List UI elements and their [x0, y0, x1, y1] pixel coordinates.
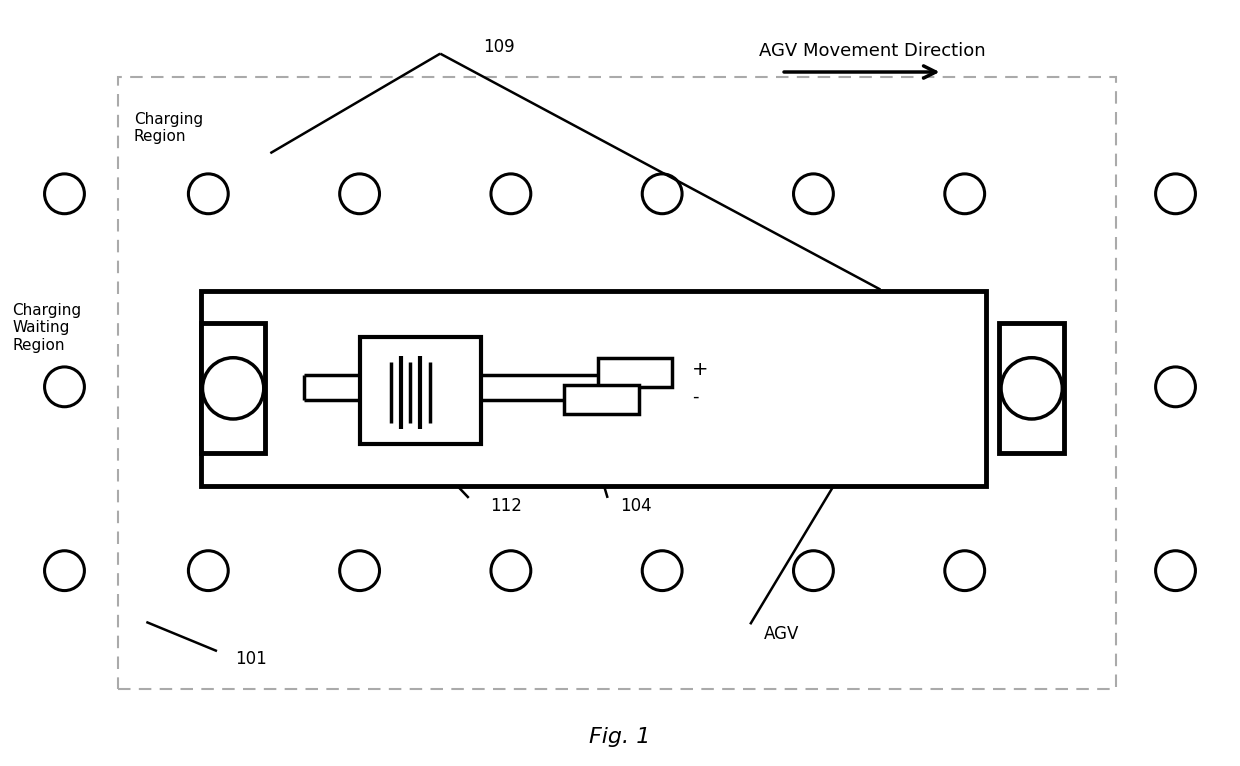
Ellipse shape — [202, 358, 264, 419]
FancyBboxPatch shape — [598, 358, 672, 387]
Text: AGV: AGV — [764, 625, 800, 643]
Text: 109: 109 — [484, 38, 516, 57]
Ellipse shape — [1001, 358, 1063, 419]
FancyBboxPatch shape — [564, 385, 639, 414]
Ellipse shape — [491, 174, 531, 214]
Ellipse shape — [188, 551, 228, 591]
Ellipse shape — [642, 551, 682, 591]
Ellipse shape — [794, 551, 833, 591]
Ellipse shape — [340, 551, 379, 591]
Ellipse shape — [642, 174, 682, 214]
Text: +: + — [692, 360, 708, 378]
Text: Charging
Waiting
Region: Charging Waiting Region — [12, 303, 82, 353]
FancyBboxPatch shape — [201, 291, 986, 486]
Ellipse shape — [794, 368, 833, 408]
Text: Fig. 1: Fig. 1 — [589, 727, 651, 747]
FancyBboxPatch shape — [201, 323, 265, 453]
Ellipse shape — [45, 367, 84, 407]
Ellipse shape — [45, 174, 84, 214]
Ellipse shape — [188, 174, 228, 214]
Ellipse shape — [1156, 174, 1195, 214]
Ellipse shape — [45, 551, 84, 591]
Ellipse shape — [794, 174, 833, 214]
FancyBboxPatch shape — [999, 323, 1064, 453]
Ellipse shape — [340, 174, 379, 214]
Ellipse shape — [1156, 551, 1195, 591]
Text: AGV Movement Direction: AGV Movement Direction — [759, 41, 986, 60]
Text: 101: 101 — [236, 650, 268, 668]
Text: 104: 104 — [620, 496, 652, 515]
Text: -: - — [692, 388, 698, 406]
Ellipse shape — [1156, 367, 1195, 407]
FancyBboxPatch shape — [360, 337, 481, 444]
Text: Charging
Region: Charging Region — [134, 112, 203, 144]
Text: 112: 112 — [490, 496, 522, 515]
Ellipse shape — [491, 551, 531, 591]
Ellipse shape — [945, 551, 985, 591]
Ellipse shape — [945, 174, 985, 214]
